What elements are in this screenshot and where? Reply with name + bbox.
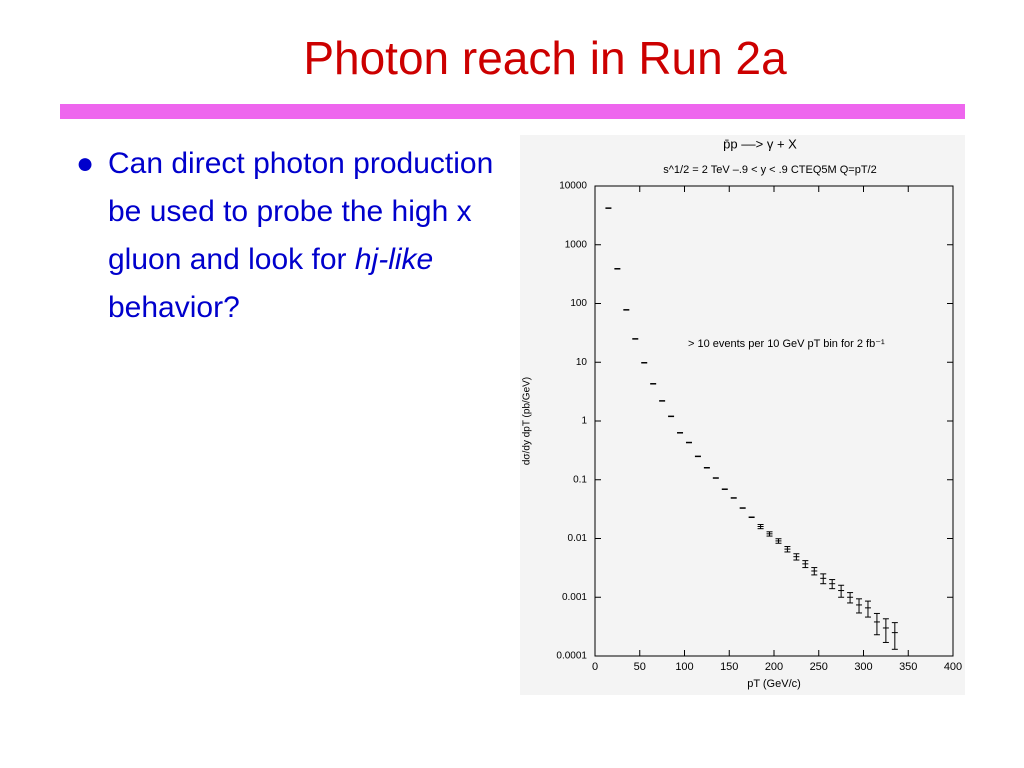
x-tick-label: 350 xyxy=(899,661,917,673)
x-tick-label: 0 xyxy=(592,661,598,673)
annotation: > 10 events per 10 GeV pT bin for 2 fb⁻¹ xyxy=(688,338,885,350)
error-point xyxy=(775,538,782,544)
chart-title: p̄p ––> γ + X xyxy=(723,136,797,151)
error-point xyxy=(802,560,809,569)
error-point xyxy=(891,622,898,650)
x-tick-label: 400 xyxy=(944,661,962,673)
x-tick-label: 50 xyxy=(634,661,646,673)
y-tick-label: 10 xyxy=(576,357,588,368)
bullet-tail: behavior? xyxy=(108,291,240,324)
slide-title: Photon reach in Run 2a xyxy=(303,32,787,84)
bullet-main: Can direct photon production be used to … xyxy=(108,147,494,276)
y-axis-label: dσ/dy dpT (pb/GeV) xyxy=(522,377,533,465)
error-point xyxy=(793,553,800,561)
y-tick-label: 1000 xyxy=(565,239,588,250)
error-point xyxy=(864,600,871,618)
bullet-emphasis: hj-like xyxy=(354,243,434,276)
x-tick-label: 150 xyxy=(720,661,738,673)
x-tick-label: 100 xyxy=(675,661,693,673)
chart-background xyxy=(520,135,965,695)
error-point xyxy=(829,579,836,590)
bullet: ● Can direct photon production be used t… xyxy=(76,140,496,332)
error-point xyxy=(766,531,773,537)
bullet-text: Can direct photon production be used to … xyxy=(108,140,496,332)
error-point xyxy=(856,598,863,614)
divider xyxy=(60,104,965,119)
x-tick-label: 300 xyxy=(854,661,872,673)
y-tick-label: 0.01 xyxy=(568,533,588,544)
error-point xyxy=(820,573,827,585)
x-tick-label: 200 xyxy=(765,661,783,673)
y-tick-label: 1 xyxy=(581,416,587,427)
chart-subtitle: s^1/2 = 2 TeV –.9 < y < .9 CTEQ5M Q=pT/2 xyxy=(663,164,876,176)
error-point xyxy=(784,546,791,553)
x-tick-label: 250 xyxy=(810,661,828,673)
error-point xyxy=(757,524,764,530)
error-point xyxy=(882,618,889,643)
error-point xyxy=(838,584,845,598)
error-point xyxy=(847,592,854,604)
y-tick-label: 100 xyxy=(570,298,587,309)
y-tick-label: 10000 xyxy=(559,181,587,192)
y-tick-label: 0.1 xyxy=(573,474,587,485)
x-axis-label: pT (GeV/c) xyxy=(747,678,801,690)
y-tick-label: 0.001 xyxy=(562,592,587,603)
error-point xyxy=(811,567,818,576)
error-point xyxy=(873,612,880,636)
bullet-dot: ● xyxy=(76,147,95,180)
y-tick-label: 0.0001 xyxy=(556,651,587,662)
